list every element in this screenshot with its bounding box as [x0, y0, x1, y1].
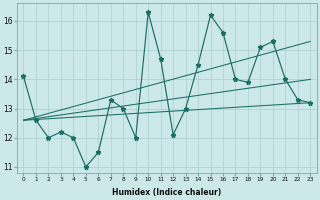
X-axis label: Humidex (Indice chaleur): Humidex (Indice chaleur): [112, 188, 221, 197]
